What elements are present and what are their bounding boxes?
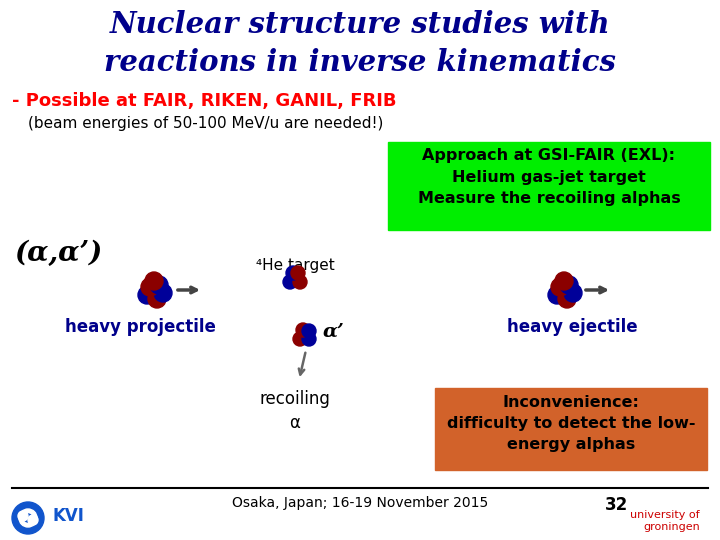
Text: 32: 32 [606,496,629,514]
Circle shape [558,290,576,308]
Circle shape [296,323,310,337]
Circle shape [283,275,297,289]
Bar [435,388,707,470]
Text: Approach at GSI-FAIR (EXL):
Helium gas-jet target
Measure the recoiling alphas: Approach at GSI-FAIR (EXL): Helium gas-j… [418,148,680,206]
Circle shape [18,511,28,521]
Circle shape [291,266,305,280]
Circle shape [138,286,156,304]
Text: reactions in inverse kinematics: reactions in inverse kinematics [104,48,616,77]
Text: Inconvenience:
difficulty to detect the low-
energy alphas: Inconvenience: difficulty to detect the … [446,395,696,452]
Circle shape [302,324,316,338]
Circle shape [154,284,172,302]
Text: - Possible at FAIR, RIKEN, GANIL, FRIB: - Possible at FAIR, RIKEN, GANIL, FRIB [12,92,397,110]
Circle shape [150,276,168,294]
Text: (beam energies of 50-100 MeV/u are needed!): (beam energies of 50-100 MeV/u are neede… [28,116,383,131]
Text: ⁴He target: ⁴He target [256,258,334,273]
Circle shape [24,514,32,522]
Circle shape [551,278,569,296]
Circle shape [555,272,573,290]
Text: (α,α’): (α,α’) [14,240,102,267]
Text: heavy ejectile: heavy ejectile [507,318,637,336]
Circle shape [548,286,566,304]
Circle shape [293,275,307,289]
Circle shape [293,332,307,346]
Text: Osaka, Japan; 16-19 November 2015: Osaka, Japan; 16-19 November 2015 [232,496,488,510]
Circle shape [28,515,38,525]
Circle shape [286,266,300,280]
Circle shape [145,272,163,290]
Circle shape [19,509,37,527]
Circle shape [302,332,316,346]
Circle shape [141,278,159,296]
Circle shape [148,290,166,308]
Text: KVI: KVI [52,507,84,525]
Text: Nuclear structure studies with: Nuclear structure studies with [109,10,611,39]
Text: recoiling
α: recoiling α [260,390,330,431]
Circle shape [564,284,582,302]
Text: α’: α’ [323,323,345,341]
Text: university of
groningen: university of groningen [631,510,700,532]
Bar [388,142,710,230]
Circle shape [560,276,578,294]
Text: heavy projectile: heavy projectile [65,318,215,336]
Circle shape [12,502,44,534]
